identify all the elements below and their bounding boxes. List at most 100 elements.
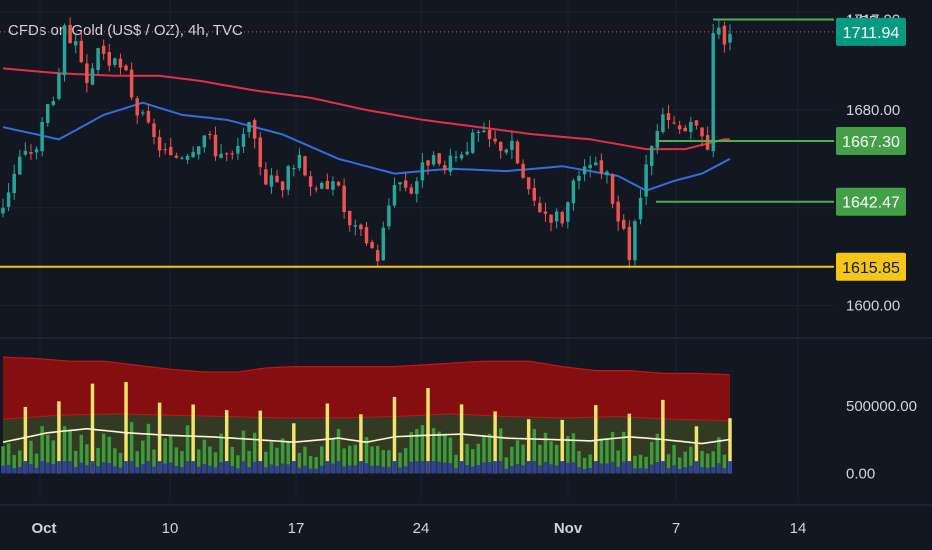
volume-bar <box>336 428 341 474</box>
volume-bar-low <box>364 463 369 474</box>
candle-body <box>487 129 492 140</box>
volume-bar <box>655 433 660 474</box>
candle-body <box>683 127 687 132</box>
volume-bar <box>62 426 67 474</box>
candle-body <box>694 120 699 126</box>
candle-body <box>280 181 285 191</box>
candle-body <box>230 153 235 155</box>
volume-bar-low <box>236 468 240 474</box>
volume-bar-low <box>510 465 514 474</box>
volume-bar <box>174 447 179 474</box>
candle-body <box>370 241 374 249</box>
candle-body <box>677 125 682 130</box>
volume-bar-low <box>141 464 145 474</box>
volume-bar <box>236 455 240 474</box>
candle-body <box>331 181 335 190</box>
volume-bar <box>387 450 391 474</box>
candle-body <box>191 152 195 158</box>
volume-bar <box>526 419 531 474</box>
volume-bar <box>230 447 235 474</box>
volume-bar-low <box>23 461 28 474</box>
candle-body <box>57 73 61 99</box>
volume-bar <box>280 438 285 474</box>
volume-bar <box>420 425 425 474</box>
volume-bar-low <box>471 466 475 474</box>
candle-body <box>465 151 469 155</box>
volume-bar-low <box>129 461 134 474</box>
volume-bar <box>247 450 251 474</box>
horizontal-levels <box>0 18 834 268</box>
price-badge-label: 1642.47 <box>842 195 900 212</box>
candle-body <box>353 225 358 227</box>
candle-body <box>46 104 50 124</box>
volume-bar-low <box>85 465 89 474</box>
volume-bar <box>224 410 229 474</box>
volume-bar <box>672 444 676 474</box>
volume-bar-low <box>672 465 676 474</box>
candle-body <box>169 146 173 156</box>
volume-bar <box>34 453 39 474</box>
volume-bar <box>135 451 139 474</box>
candle-body <box>510 140 514 150</box>
price-badge-label: 1711.94 <box>843 25 900 42</box>
volume-bar-low <box>202 463 207 474</box>
volume-bar <box>616 450 620 474</box>
candle-body <box>566 202 570 222</box>
candle-body <box>454 156 458 158</box>
volume-bar-low <box>403 466 408 474</box>
volume-bar-low <box>107 463 111 474</box>
price-axis: 1680.001600.00500000.000.001717.001711.9… <box>836 12 917 482</box>
candle-body <box>420 162 425 181</box>
volume-bar-low <box>588 467 592 474</box>
volume-bar-low <box>359 461 363 474</box>
candle-body <box>426 160 430 166</box>
candle-body <box>157 137 162 151</box>
candle-body <box>403 180 408 188</box>
volume-bar <box>51 440 56 474</box>
volume-bar <box>476 443 481 474</box>
candle-body <box>398 182 402 185</box>
volume-bar <box>286 441 290 474</box>
candle-body <box>6 192 11 207</box>
volume-bar <box>85 444 89 474</box>
candle-body <box>51 101 56 105</box>
volume-bar-low <box>582 468 587 474</box>
volume-average-line <box>2 427 731 445</box>
candle-body <box>224 153 229 155</box>
candle-body <box>269 175 274 187</box>
volume-bar-low <box>275 466 279 474</box>
candle-body <box>118 58 123 68</box>
candle-body <box>292 168 296 170</box>
volume-bar-low <box>437 461 441 474</box>
candle-body <box>180 157 184 159</box>
volume-bar-low <box>543 461 548 474</box>
volume-bar <box>521 444 525 474</box>
candle-body <box>649 145 654 166</box>
candle-body <box>303 156 307 176</box>
volume-bar-low <box>476 464 481 474</box>
candle-body <box>297 154 302 169</box>
volume-tick-label: 0.00 <box>846 465 875 482</box>
volume-bar-low <box>599 463 604 474</box>
volume-bar <box>627 413 632 474</box>
candle-body <box>571 180 576 204</box>
candle-body <box>314 188 318 190</box>
volume-bar-low <box>101 462 106 474</box>
candle-body <box>264 169 268 185</box>
volume-bar-low <box>420 461 425 474</box>
candle-body <box>493 138 497 142</box>
volume-bar <box>437 431 441 474</box>
volume-bar <box>73 450 78 474</box>
volume-bar <box>375 445 380 474</box>
volume-bar-low <box>526 461 531 474</box>
volume-bar-low <box>465 465 469 474</box>
candle-body <box>1 207 5 214</box>
candle-body <box>554 211 559 222</box>
candle-body <box>638 197 643 220</box>
volume-bar <box>694 426 699 474</box>
volume-bar-low <box>431 461 436 474</box>
volume-bar-low <box>146 461 151 474</box>
candle-body <box>62 25 67 76</box>
candle-body <box>146 111 151 123</box>
